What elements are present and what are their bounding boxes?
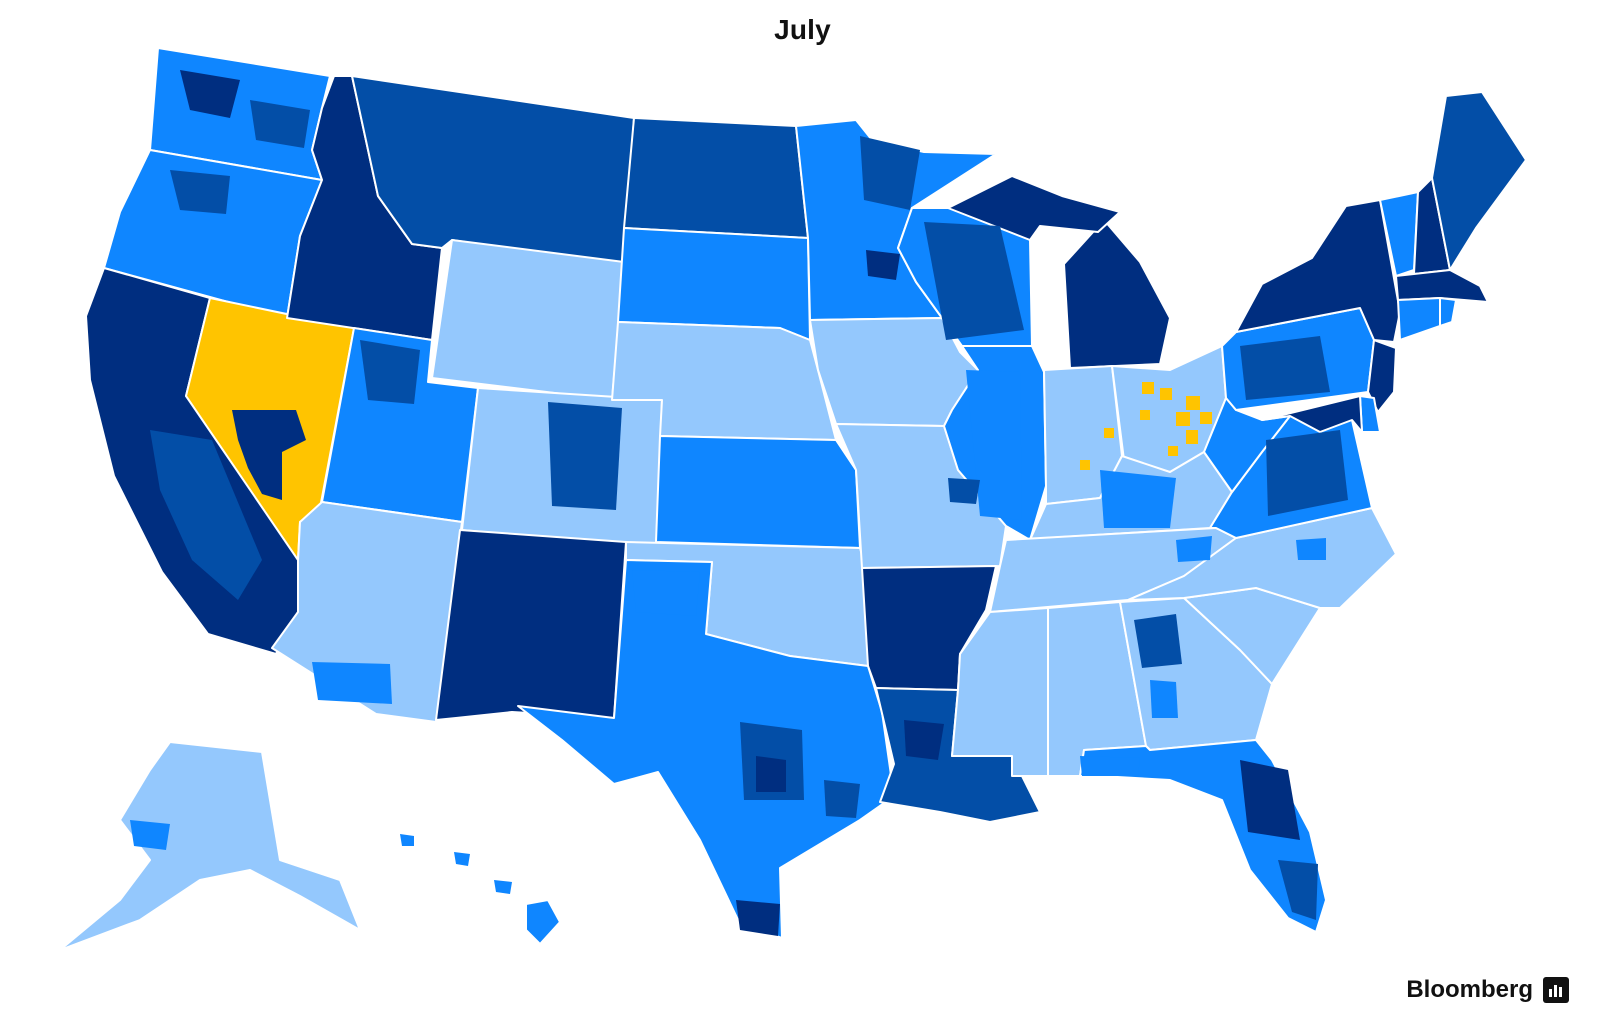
- county-cluster-mo: [948, 478, 980, 504]
- county-cluster-ky: [1100, 470, 1176, 528]
- state-ri[interactable]: [1439, 297, 1457, 327]
- county-cluster-wa: [180, 70, 240, 118]
- county-cluster-ga: [1134, 614, 1182, 668]
- county-cluster-tn: [1176, 536, 1212, 562]
- county-hi-oahu: [454, 852, 470, 866]
- state-tx[interactable]: [517, 559, 895, 939]
- county-cluster-mn2: [866, 250, 900, 280]
- state-nm[interactable]: [435, 529, 627, 721]
- county-cluster-tx3: [824, 780, 860, 818]
- brand-name: Bloomberg: [1406, 976, 1533, 1003]
- map-title: July: [774, 14, 831, 45]
- bloomberg-brand: Bloomberg: [1406, 976, 1569, 1004]
- county-cluster-nv: [232, 410, 306, 500]
- county-oh-2: [1160, 388, 1172, 400]
- bloomberg-chart-icon: [1543, 977, 1569, 1003]
- state-ks[interactable]: [655, 435, 861, 549]
- county-oh-6: [1186, 430, 1198, 444]
- county-cluster-wi: [924, 222, 1024, 340]
- county-cluster-ut: [360, 340, 420, 404]
- county-cluster-ms-ga: [1080, 756, 1140, 776]
- state-nj[interactable]: [1367, 339, 1397, 413]
- county-cluster-tx4: [736, 900, 780, 936]
- county-cluster-or: [170, 170, 230, 214]
- county-cluster-la: [904, 720, 944, 760]
- county-cluster-il: [966, 370, 1022, 520]
- county-cluster-ca: [150, 430, 262, 600]
- county-cluster-co: [548, 402, 622, 510]
- state-wy[interactable]: [431, 239, 625, 401]
- state-ma[interactable]: [1395, 269, 1489, 303]
- county-cluster-fl2: [1278, 860, 1318, 920]
- county-cluster-ak: [130, 820, 170, 850]
- county-oh-4: [1176, 412, 1190, 426]
- county-cluster-mn: [860, 136, 920, 210]
- state-ny[interactable]: [1235, 199, 1401, 343]
- state-hi[interactable]: [525, 899, 561, 945]
- state-me[interactable]: [1431, 91, 1527, 271]
- county-in-1: [1104, 428, 1114, 438]
- state-md[interactable]: [1261, 395, 1363, 433]
- county-in-2: [1080, 460, 1090, 470]
- state-mi[interactable]: [1063, 219, 1171, 369]
- county-oh-7: [1140, 410, 1150, 420]
- county-cluster-tx2: [756, 756, 786, 792]
- county-oh-8: [1168, 446, 1178, 456]
- county-hi-kauai: [400, 834, 414, 846]
- county-cluster-ga2: [1150, 680, 1178, 718]
- county-detail-layer: [130, 70, 1348, 936]
- county-cluster-va: [1266, 430, 1348, 516]
- state-ct[interactable]: [1397, 297, 1441, 341]
- county-oh-5: [1200, 412, 1212, 424]
- county-cluster-nc: [1296, 538, 1326, 560]
- county-cluster-az: [312, 662, 392, 704]
- county-cluster-pa: [1240, 336, 1330, 400]
- county-oh-3: [1186, 396, 1200, 410]
- county-cluster-fl: [1240, 760, 1300, 840]
- county-cluster-ok: [632, 570, 700, 616]
- county-hi-maui: [494, 880, 512, 894]
- state-ak[interactable]: [59, 741, 361, 951]
- state-mi-upper[interactable]: [947, 175, 1121, 241]
- county-cluster-wa2: [250, 100, 310, 148]
- county-oh-1: [1142, 382, 1154, 394]
- state-nd[interactable]: [623, 117, 809, 239]
